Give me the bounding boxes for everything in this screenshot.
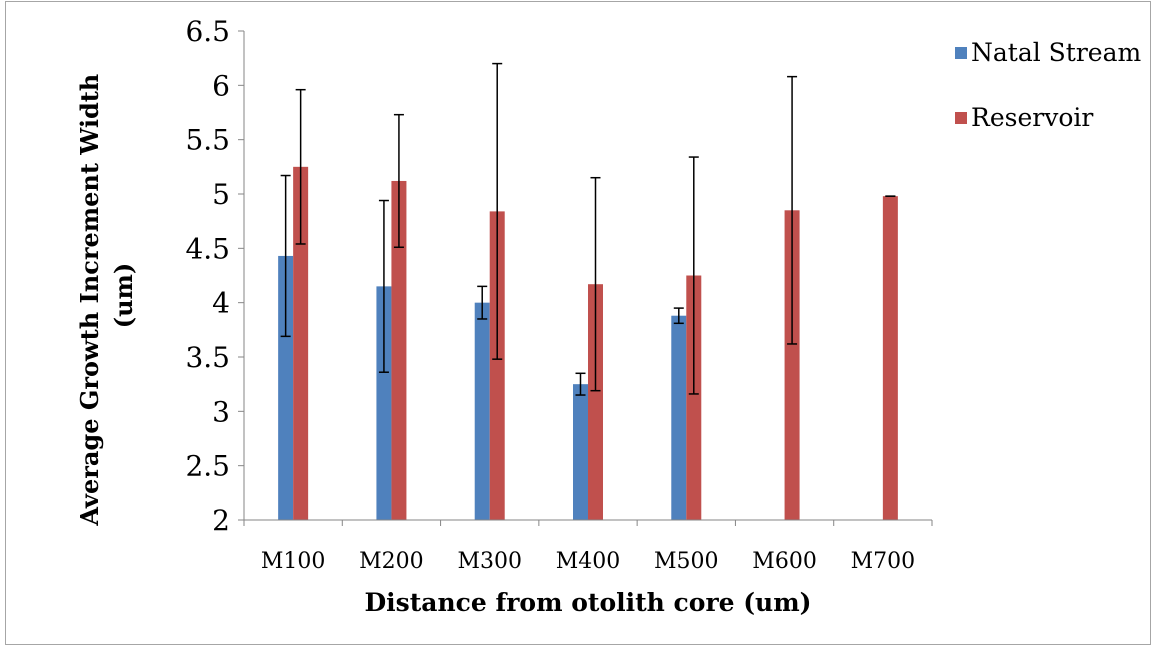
x-category-label: M700 bbox=[851, 549, 916, 574]
legend-label: Natal Stream bbox=[971, 38, 1141, 67]
y-tick-label: 5 bbox=[212, 178, 230, 211]
y-axis-title: Average Growth Increment Width (um) bbox=[75, 65, 138, 526]
bar-reservoir bbox=[882, 196, 898, 520]
x-axis-title: Distance from otolith core (um) bbox=[364, 588, 811, 617]
bar-reservoir bbox=[686, 275, 702, 520]
bar-reservoir bbox=[293, 166, 309, 521]
x-category-label: M200 bbox=[359, 549, 424, 574]
legend: Natal Stream Reservoir bbox=[955, 38, 1141, 132]
bars-layer bbox=[278, 166, 898, 521]
legend-label: Reservoir bbox=[971, 103, 1093, 132]
bar-natal-stream bbox=[474, 302, 490, 520]
error-bars-layer bbox=[280, 62, 896, 396]
y-tick-label: 5.5 bbox=[185, 124, 230, 157]
y-tick-label: 3 bbox=[212, 395, 230, 428]
y-axis-title-line-1: Average Growth Increment Width bbox=[75, 74, 104, 527]
x-category-label: M400 bbox=[556, 549, 621, 574]
chart-frame bbox=[5, 1, 1151, 645]
bar-reservoir bbox=[588, 284, 603, 520]
bar-natal-stream bbox=[573, 384, 588, 520]
y-tick-label: 4 bbox=[212, 287, 230, 320]
bar-reservoir bbox=[784, 210, 800, 521]
x-category-label: M600 bbox=[752, 549, 817, 574]
y-tick-label: 6.5 bbox=[185, 15, 230, 48]
bar-natal-stream bbox=[671, 315, 687, 520]
x-category-label: M500 bbox=[654, 549, 719, 574]
y-axis-title-line-2: (um) bbox=[109, 263, 138, 329]
legend-swatch-reservoir bbox=[955, 112, 967, 124]
y-tick-label: 4.5 bbox=[185, 232, 230, 265]
bar-natal-stream bbox=[376, 286, 392, 520]
y-tick-label: 3.5 bbox=[185, 341, 230, 374]
x-category-label: M100 bbox=[261, 549, 326, 574]
y-tick-label: 2 bbox=[212, 504, 230, 537]
ticks-layer: 2 2.5 3 3.5 4 4.5 5 5.5 6 6.5 M100 M200 M300 M400 M500… bbox=[185, 15, 933, 574]
bar-reservoir bbox=[489, 211, 505, 521]
x-category-label: M300 bbox=[457, 549, 522, 574]
legend-swatch-natal-stream bbox=[955, 47, 967, 59]
y-tick-label: 6 bbox=[212, 69, 230, 102]
bar-natal-stream bbox=[278, 255, 294, 520]
y-tick-label: 2.5 bbox=[185, 450, 230, 483]
bar-reservoir bbox=[391, 180, 407, 520]
axes-layer bbox=[243, 31, 932, 521]
